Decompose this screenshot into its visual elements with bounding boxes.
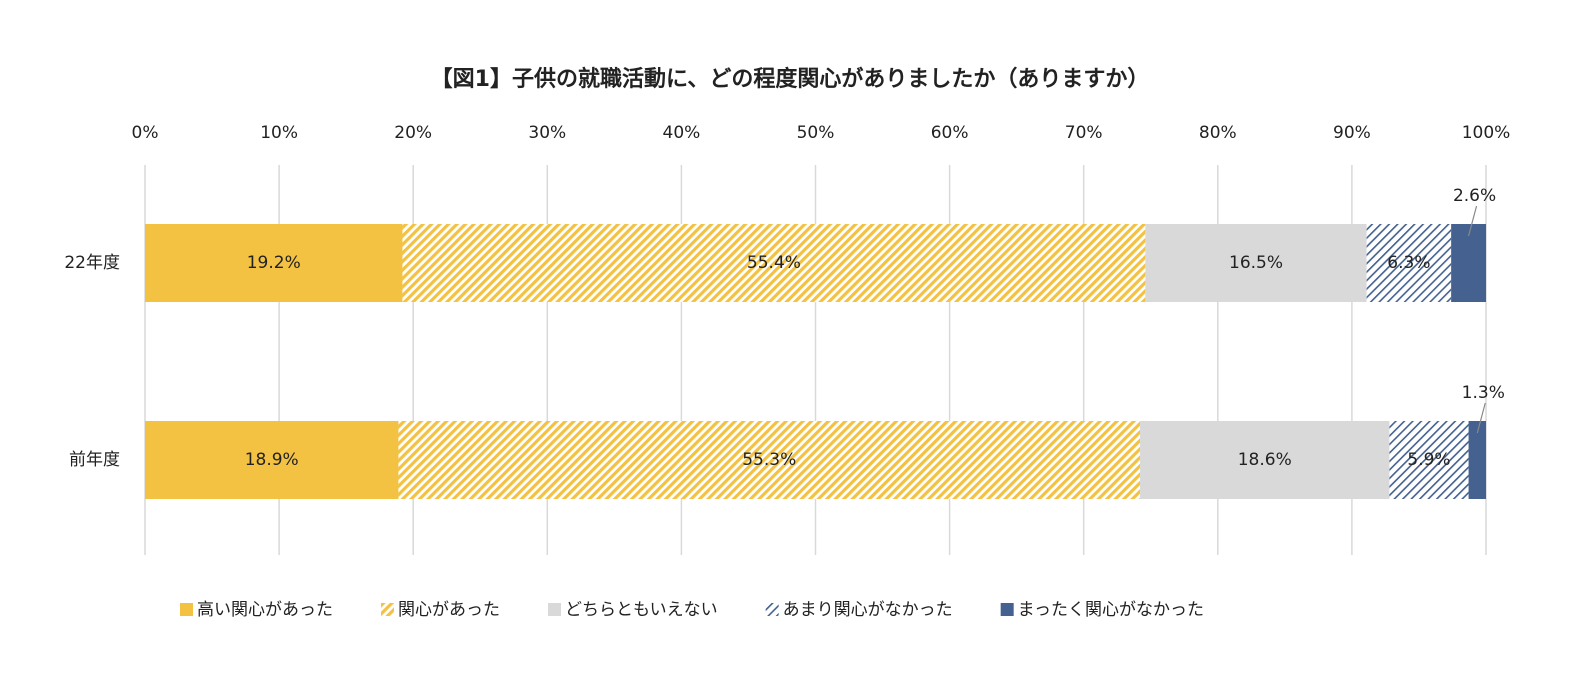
y-tick-label: 22年度	[64, 253, 120, 273]
bar-segment	[1140, 421, 1390, 499]
bar-segment	[1451, 224, 1486, 302]
data-label: 55.3%	[742, 450, 796, 470]
x-tick-label: 20%	[394, 123, 432, 143]
x-tick-label: 0%	[132, 123, 159, 143]
leader-line	[1476, 402, 1486, 434]
bar-segment	[402, 224, 1146, 302]
data-label: 19.2%	[247, 253, 301, 273]
bar-segment	[145, 421, 399, 499]
x-tick-label: 10%	[260, 123, 298, 143]
x-tick-label: 90%	[1333, 123, 1371, 143]
data-label: 55.4%	[747, 253, 801, 273]
legend-swatch	[180, 603, 193, 616]
bar-segment	[398, 421, 1141, 499]
bar-segment	[1145, 224, 1367, 302]
data-label: 18.9%	[245, 450, 299, 470]
legend-label: あまり関心がなかった	[783, 600, 953, 620]
x-tick-label: 100%	[1462, 123, 1511, 143]
legend-swatch	[381, 603, 394, 616]
leader-line	[1467, 205, 1478, 237]
x-tick-label: 60%	[931, 123, 969, 143]
bar-segment	[1389, 421, 1469, 499]
bar-segment	[145, 224, 403, 302]
data-label: 2.6%	[1453, 186, 1496, 206]
data-label: 16.5%	[1229, 253, 1283, 273]
legend-swatch	[765, 603, 779, 616]
legend-swatch	[1000, 603, 1014, 616]
bar-segment	[1366, 224, 1452, 302]
x-tick-label: 80%	[1199, 123, 1237, 143]
y-tick-label: 前年度	[69, 450, 120, 470]
legend-label: まったく関心がなかった	[1018, 600, 1204, 620]
x-tick-label: 40%	[663, 123, 701, 143]
legend-swatch	[548, 603, 561, 616]
legend-label: 高い関心があった	[197, 600, 333, 620]
legend-label: どちらともいえない	[565, 600, 718, 620]
data-label: 1.3%	[1462, 383, 1505, 403]
chart-title: 【図1】子供の就職活動に、どの程度関心がありましたか（ありますか）	[431, 66, 1150, 92]
x-tick-label: 50%	[797, 123, 835, 143]
legend-label: 関心があった	[398, 600, 500, 620]
x-tick-label: 70%	[1065, 123, 1103, 143]
x-tick-label: 30%	[528, 123, 566, 143]
bar-segment	[1468, 421, 1486, 499]
data-label: 18.6%	[1238, 450, 1292, 470]
data-label: 6.3%	[1387, 253, 1430, 273]
data-label: 5.9%	[1407, 450, 1450, 470]
